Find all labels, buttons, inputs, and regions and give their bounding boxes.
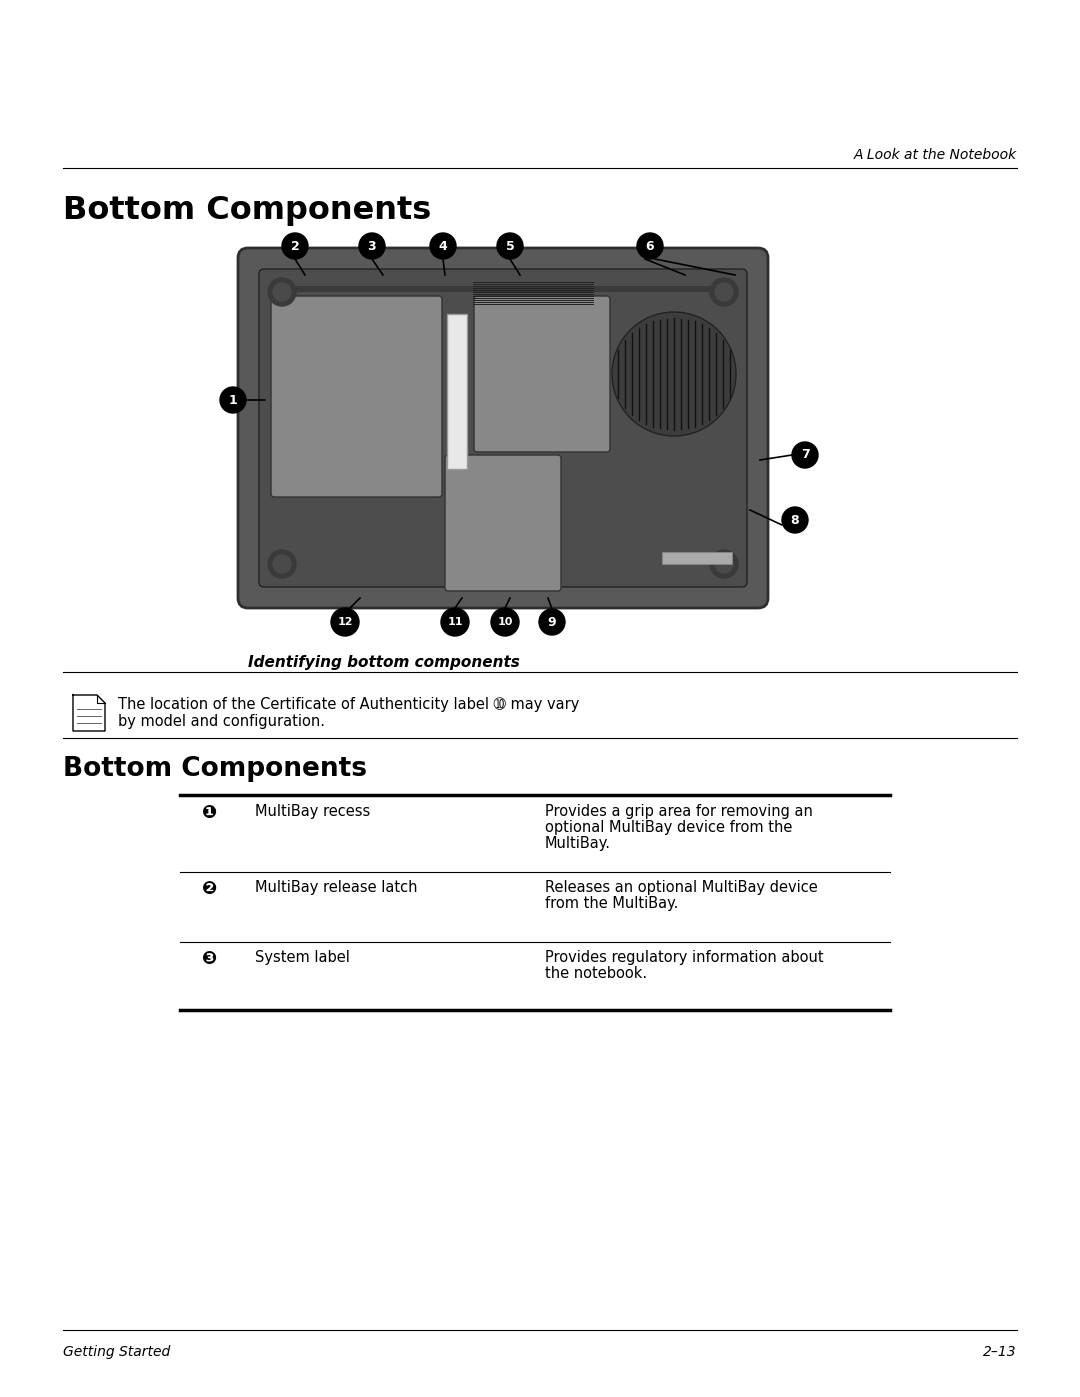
Text: Bottom Components: Bottom Components xyxy=(63,196,431,226)
Circle shape xyxy=(268,278,296,306)
Text: 2–13: 2–13 xyxy=(984,1345,1017,1359)
Text: from the MultiBay.: from the MultiBay. xyxy=(545,895,678,911)
Text: ❶: ❶ xyxy=(202,805,218,821)
Text: 2: 2 xyxy=(291,239,299,253)
Text: 12: 12 xyxy=(337,617,353,627)
Text: 9: 9 xyxy=(548,616,556,629)
FancyBboxPatch shape xyxy=(238,249,768,608)
Circle shape xyxy=(710,550,738,578)
Text: 6: 6 xyxy=(646,239,654,253)
Text: the notebook.: the notebook. xyxy=(545,965,647,981)
Circle shape xyxy=(710,278,738,306)
Circle shape xyxy=(273,555,291,573)
Text: optional MultiBay device from the: optional MultiBay device from the xyxy=(545,820,793,835)
FancyBboxPatch shape xyxy=(271,296,442,497)
Circle shape xyxy=(539,609,565,636)
Circle shape xyxy=(715,284,733,300)
Text: Provides regulatory information about: Provides regulatory information about xyxy=(545,950,824,965)
Circle shape xyxy=(430,233,456,258)
Text: 10: 10 xyxy=(497,617,513,627)
Text: The location of the Certificate of Authenticity label ➉ may vary: The location of the Certificate of Authe… xyxy=(118,697,579,712)
Text: MultiBay recess: MultiBay recess xyxy=(255,805,370,819)
Text: 1: 1 xyxy=(229,394,238,407)
Text: MultiBay release latch: MultiBay release latch xyxy=(255,880,418,895)
Text: Identifying bottom components: Identifying bottom components xyxy=(248,655,519,671)
Text: Bottom Components: Bottom Components xyxy=(63,756,367,782)
FancyBboxPatch shape xyxy=(447,314,467,469)
Text: 11: 11 xyxy=(447,617,462,627)
Circle shape xyxy=(782,507,808,534)
Text: 5: 5 xyxy=(505,239,514,253)
Circle shape xyxy=(497,233,523,258)
Circle shape xyxy=(268,550,296,578)
Circle shape xyxy=(220,387,246,414)
Text: A Look at the Notebook: A Look at the Notebook xyxy=(854,148,1017,162)
Circle shape xyxy=(441,608,469,636)
Text: ❷: ❷ xyxy=(202,880,218,898)
Circle shape xyxy=(612,312,735,436)
Circle shape xyxy=(792,441,818,468)
Text: 3: 3 xyxy=(367,239,376,253)
Text: by model and configuration.: by model and configuration. xyxy=(118,714,325,729)
Circle shape xyxy=(273,284,291,300)
Text: Provides a grip area for removing an: Provides a grip area for removing an xyxy=(545,805,813,819)
Polygon shape xyxy=(73,694,105,731)
FancyBboxPatch shape xyxy=(259,270,747,587)
Text: Getting Started: Getting Started xyxy=(63,1345,171,1359)
Circle shape xyxy=(330,608,359,636)
Text: System label: System label xyxy=(255,950,350,965)
Circle shape xyxy=(491,608,519,636)
Text: MultiBay.: MultiBay. xyxy=(545,835,611,851)
Text: 8: 8 xyxy=(791,514,799,527)
Circle shape xyxy=(282,233,308,258)
FancyBboxPatch shape xyxy=(662,552,732,564)
Circle shape xyxy=(637,233,663,258)
Text: 7: 7 xyxy=(800,448,809,461)
Text: 4: 4 xyxy=(438,239,447,253)
Circle shape xyxy=(715,555,733,573)
FancyBboxPatch shape xyxy=(474,296,610,453)
FancyBboxPatch shape xyxy=(445,455,561,591)
Circle shape xyxy=(359,233,384,258)
Bar xyxy=(269,286,737,292)
Text: ❸: ❸ xyxy=(202,950,218,968)
Text: Releases an optional MultiBay device: Releases an optional MultiBay device xyxy=(545,880,818,895)
